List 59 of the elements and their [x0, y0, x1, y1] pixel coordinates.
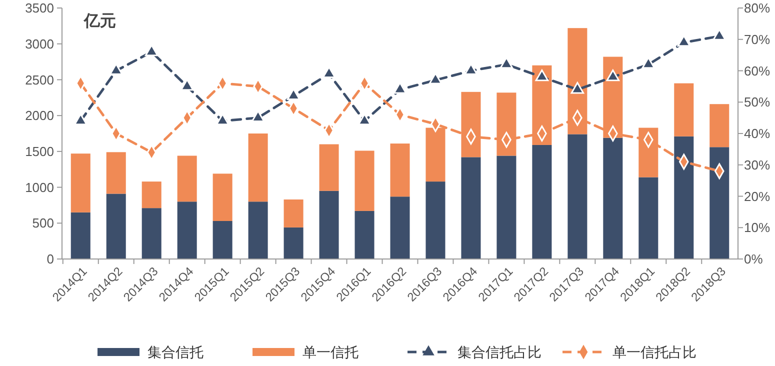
bar	[212, 220, 232, 259]
bar	[284, 199, 304, 228]
legend-label: 单一信托占比	[612, 344, 696, 360]
bar	[674, 136, 694, 259]
bar	[248, 202, 268, 259]
bar	[461, 92, 481, 158]
bar	[568, 134, 588, 259]
point	[570, 82, 584, 94]
bar	[70, 212, 90, 259]
y-tick-label: 1500	[25, 144, 54, 159]
bar	[354, 150, 374, 211]
y-tick-label: 2500	[25, 72, 54, 88]
bar	[212, 174, 232, 221]
bar	[426, 182, 446, 259]
bar	[284, 227, 304, 259]
y-tick-label: 0	[46, 252, 54, 267]
bar	[319, 144, 339, 191]
bar	[390, 144, 410, 197]
bar	[177, 156, 197, 202]
y2-tick-label: 80%	[744, 0, 770, 16]
bar	[638, 177, 658, 259]
y2-tick-label: 10%	[744, 220, 770, 236]
y2-tick-label: 40%	[744, 126, 770, 142]
y2-tick-label: 60%	[744, 63, 770, 78]
bar	[532, 144, 552, 259]
y-tick-label: 1000	[25, 180, 54, 195]
bar	[496, 156, 516, 259]
y-tick-label: 2000	[25, 108, 54, 124]
bar	[461, 157, 481, 259]
bar	[106, 194, 126, 259]
bar	[496, 92, 516, 156]
y-tick-label: 3000	[25, 36, 54, 52]
bar	[319, 190, 339, 259]
y-tick-label: 3500	[25, 0, 54, 16]
legend-label: 单一信托	[302, 344, 358, 360]
bar	[142, 208, 162, 259]
bar	[248, 134, 268, 202]
point	[606, 69, 620, 82]
y2-tick-label: 0%	[744, 252, 764, 267]
point	[535, 69, 549, 82]
y2-tick-label: 20%	[744, 188, 770, 204]
bar	[710, 147, 730, 259]
bar	[710, 104, 730, 148]
y-tick-label: 500	[32, 216, 54, 231]
bar	[142, 182, 162, 208]
legend-label: 集合信托	[148, 344, 204, 360]
legend-label: 集合信托占比	[458, 344, 542, 360]
bar	[106, 152, 126, 194]
y2-tick-label: 50%	[744, 94, 770, 110]
bar	[603, 138, 623, 259]
bar	[177, 202, 197, 259]
point	[428, 72, 442, 84]
bar	[674, 83, 694, 136]
y2-tick-label: 30%	[744, 157, 770, 172]
y-axis-title: 亿元	[83, 12, 116, 30]
bar	[354, 210, 374, 259]
bar	[390, 196, 410, 259]
bar	[70, 154, 90, 212]
y2-tick-label: 70%	[744, 32, 770, 47]
